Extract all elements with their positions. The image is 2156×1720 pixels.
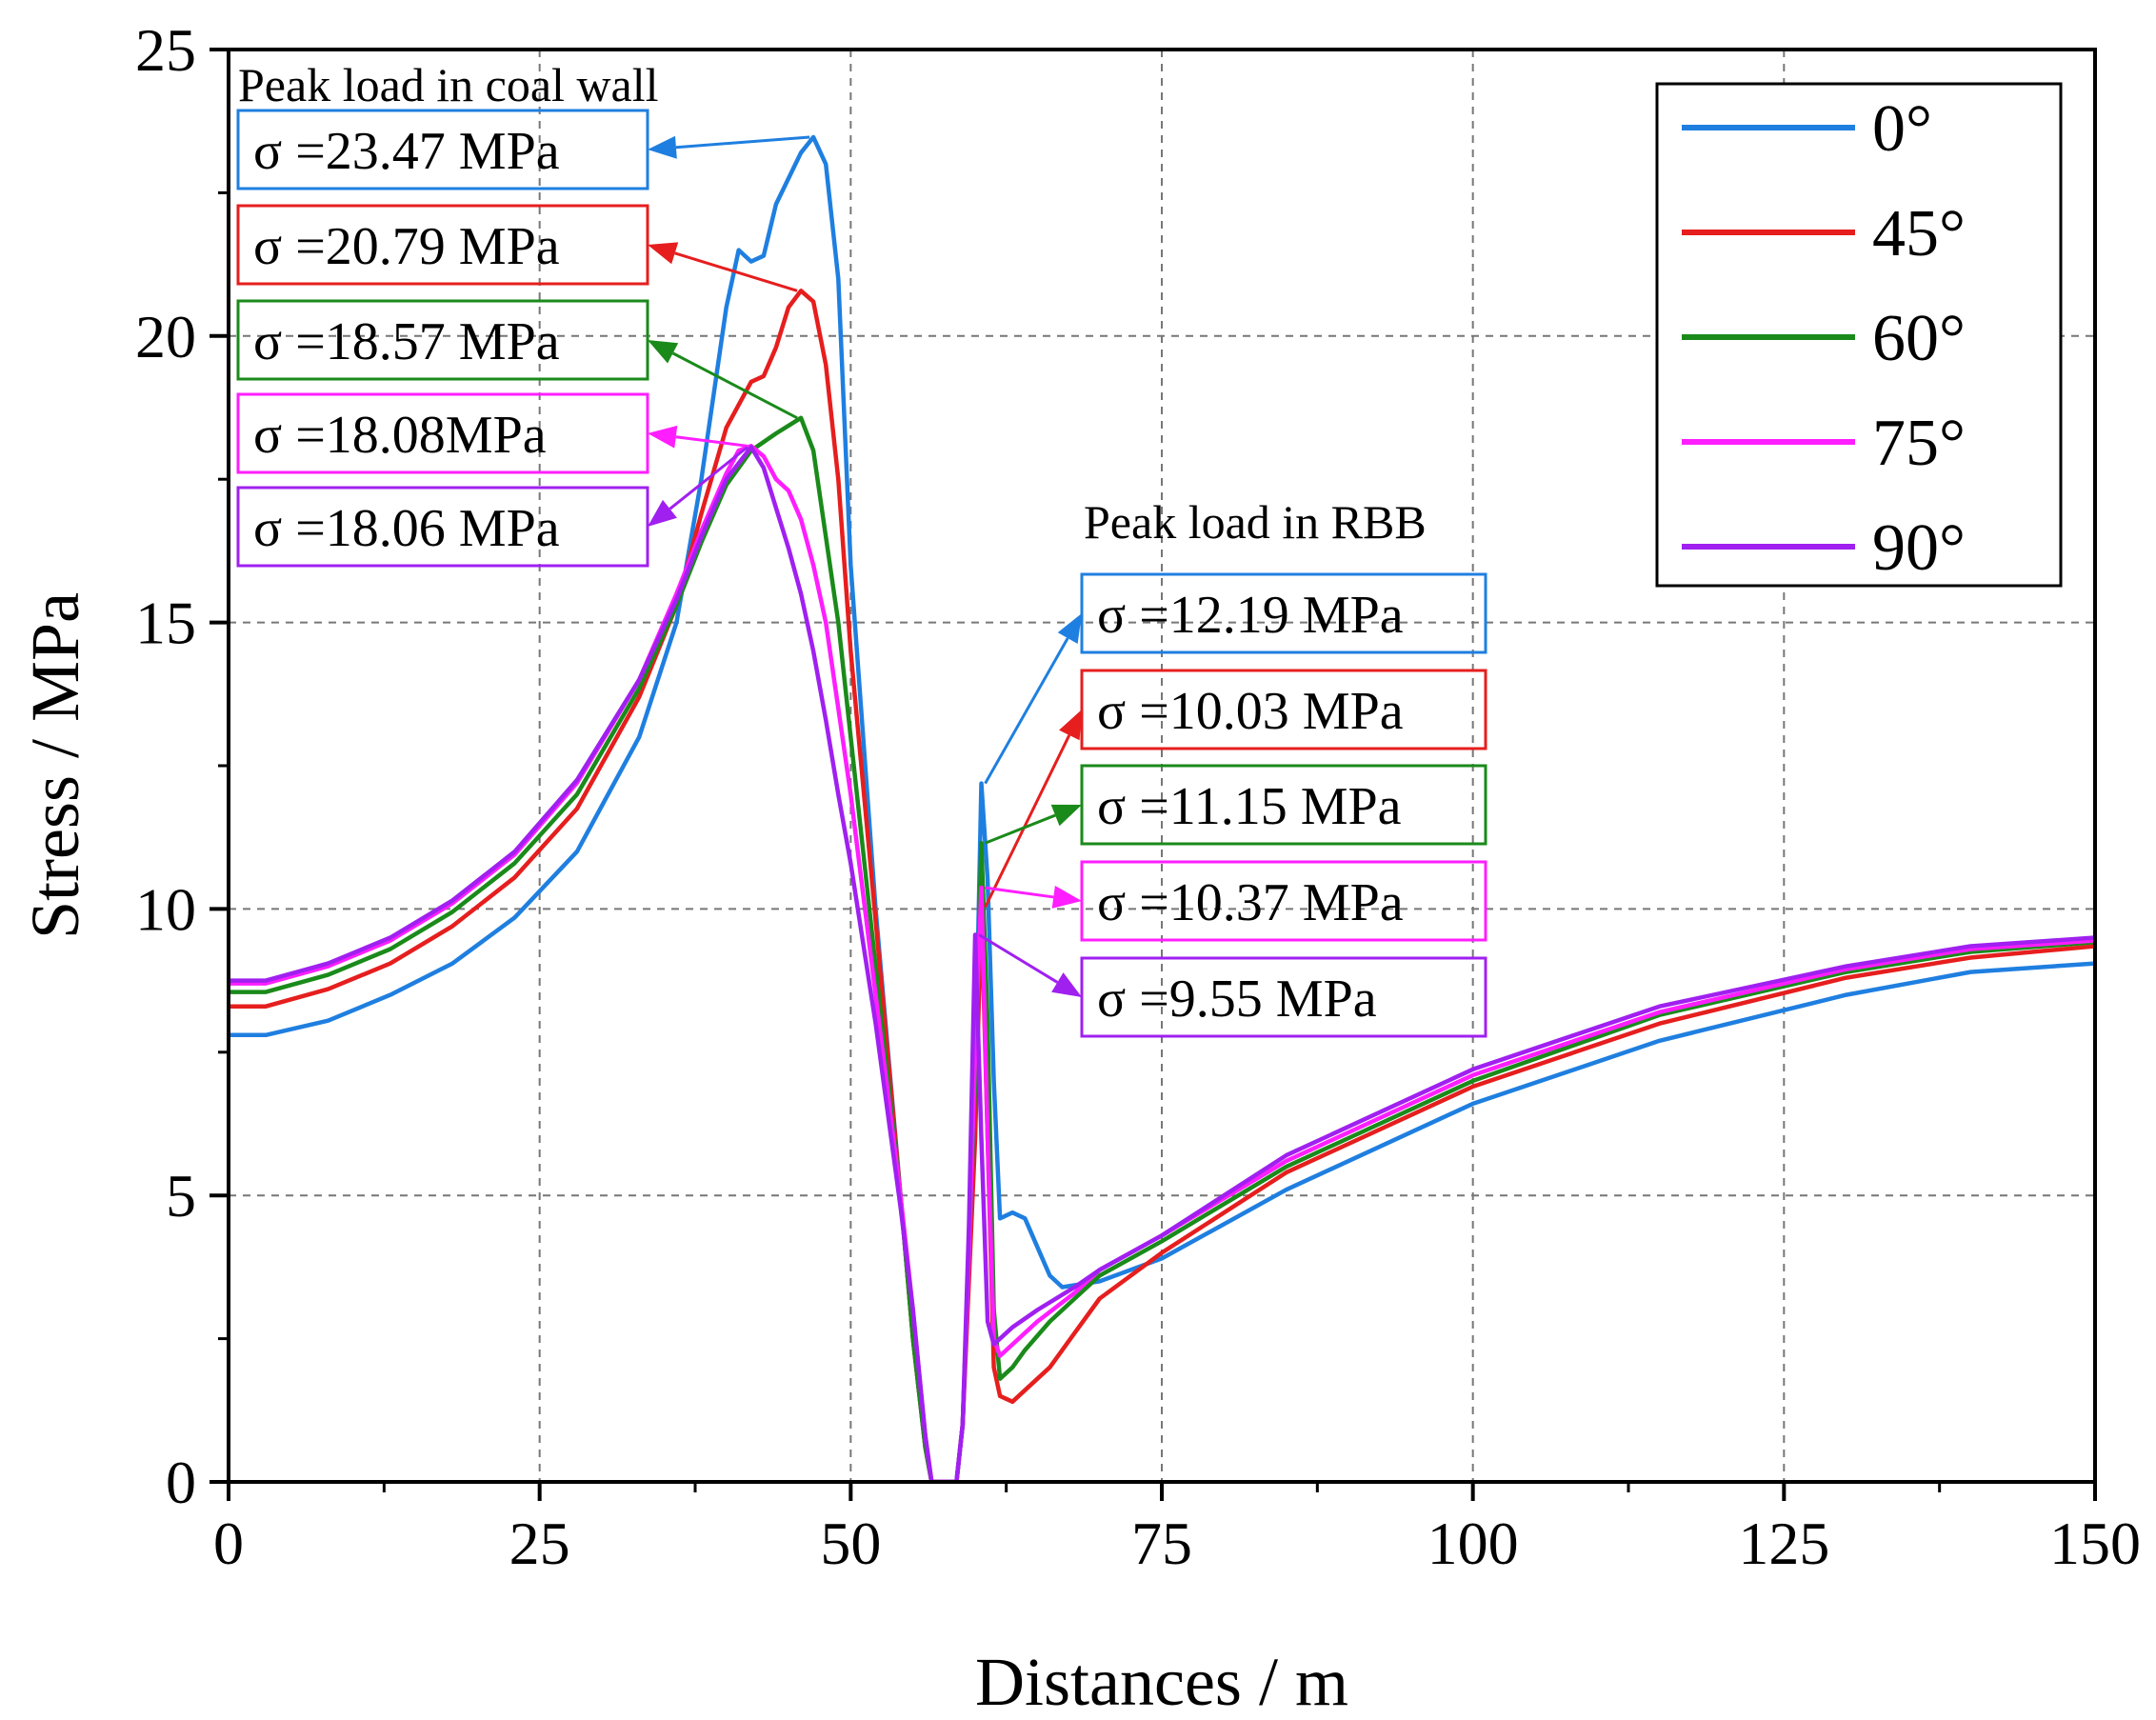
rbb-label-box-0-arrow-head	[1057, 613, 1082, 645]
x-tick-label: 150	[2049, 1510, 2141, 1577]
x-tick-label: 75	[1131, 1510, 1192, 1577]
coal-wall-label-box-1-arrow-line	[674, 251, 798, 292]
coal-wall-label-box-0-arrow-line	[675, 135, 810, 150]
series-group	[229, 134, 2095, 1482]
legend-label-3: 75°	[1872, 407, 1966, 480]
rbb-label-box-1-arrow-head	[1059, 710, 1082, 741]
y-tick-label: 15	[135, 590, 196, 657]
coal-wall-label-box-4-arrow-head	[648, 499, 677, 527]
rbb-label-box-0-arrow-line	[984, 637, 1069, 785]
rbb-annotation-title: Peak load in RBB	[1084, 495, 1427, 549]
rbb-label-box-4-arrow-head	[1051, 972, 1082, 997]
x-tick-label: 25	[509, 1510, 570, 1577]
peak-annotations: Peak load in coal wall Peak load in RBB σ …	[236, 58, 1487, 1038]
x-tick-label: 0	[213, 1510, 244, 1577]
coal-wall-label-box-1-arrow-head	[648, 242, 679, 265]
rbb-label-box-4-arrow-line	[978, 933, 1059, 984]
y-tick-label: 10	[135, 875, 196, 943]
coal-wall-label-box-2-arrow-head	[648, 340, 679, 364]
legend-label-2: 60°	[1872, 302, 1966, 375]
rbb-label-box-3-arrow-line	[985, 886, 1054, 899]
coal-wall-label-box-4-text: σ =18.06 MPa	[253, 499, 560, 558]
rbb-label-box-1-arrow-line	[984, 734, 1071, 909]
coal-wall-label-box-2-text: σ =18.57 MPa	[253, 312, 560, 371]
rbb-label-box-0-text: σ =12.19 MPa	[1097, 586, 1404, 645]
rbb-label-box-3-arrow-head	[1051, 886, 1082, 909]
axis-ticks: 0 25 50 75 100 125 150 0 5 10 15 20 25	[135, 16, 2141, 1577]
legend: 0° 45° 60° 75° 90°	[1655, 82, 2063, 588]
coal-wall-label-box-4-arrow-line	[669, 446, 749, 510]
x-axis-title: Distances / m	[975, 1644, 1348, 1720]
coal-wall-label-box-2-arrow-line	[671, 351, 798, 420]
y-tick-label: 20	[135, 303, 196, 370]
y-tick-label: 5	[166, 1162, 196, 1230]
series-line-4	[229, 445, 2095, 1482]
rbb-label-box-2-arrow-line	[984, 813, 1056, 845]
rbb-label-box-2-text: σ =11.15 MPa	[1097, 777, 1402, 836]
coal-wall-label-box-0-text: σ =23.47 MPa	[253, 122, 560, 181]
x-tick-label: 125	[1738, 1510, 1829, 1577]
rbb-label-box-4-text: σ =9.55 MPa	[1097, 970, 1377, 1029]
x-tick-label: 50	[820, 1510, 881, 1577]
legend-label-4: 90°	[1872, 511, 1966, 585]
rbb-label-box-3-text: σ =10.37 MPa	[1097, 873, 1404, 932]
rbb-label-box-1-text: σ =10.03 MPa	[1097, 682, 1404, 741]
coal-wall-label-box-1-text: σ =20.79 MPa	[253, 217, 560, 276]
coal-wall-annotation-title: Peak load in coal wall	[238, 58, 659, 111]
coal-wall-label-box-0-arrow-head	[648, 135, 677, 159]
legend-label-1: 45°	[1872, 197, 1966, 270]
y-tick-label: 25	[135, 16, 196, 84]
coal-wall-label-box-3-arrow-line	[675, 435, 748, 448]
coal-wall-label-box-3-arrow-head	[648, 425, 678, 449]
x-tick-label: 100	[1427, 1510, 1519, 1577]
legend-label-0: 0°	[1872, 92, 1932, 166]
coal-wall-label-box-3-text: σ =18.08MPa	[253, 406, 547, 465]
y-axis-title: Stress / MPa	[17, 592, 93, 939]
rbb-label-box-2-arrow-head	[1050, 804, 1082, 827]
y-tick-label: 0	[166, 1449, 196, 1516]
